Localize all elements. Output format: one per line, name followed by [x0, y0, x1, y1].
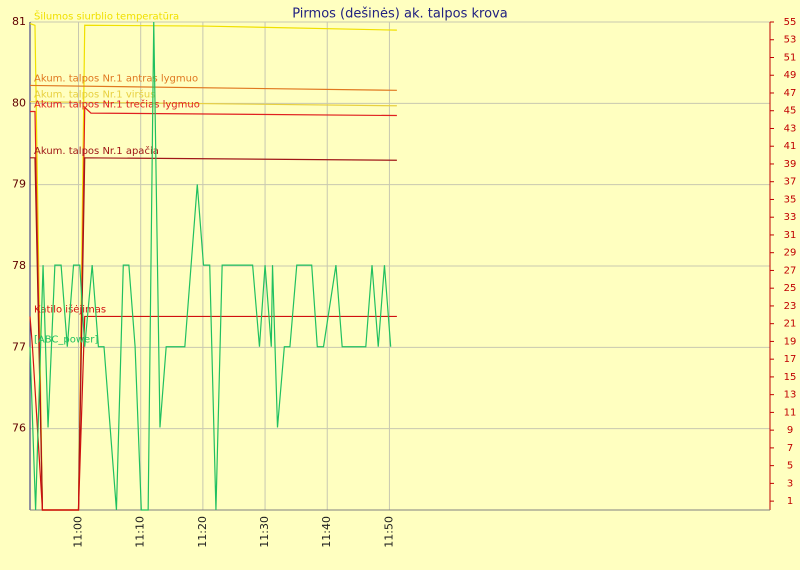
y2-tick-label: 17 — [784, 354, 797, 365]
y2-tick-label: 45 — [784, 106, 797, 117]
y-tick-label: 80 — [12, 96, 26, 109]
y2-tick-label: 31 — [784, 230, 797, 241]
y2-tick-label: 3 — [787, 478, 793, 489]
y2-tick-label: 51 — [784, 52, 797, 63]
series-label: Akum. talpos Nr.1 antras lygmuo — [34, 73, 198, 84]
y2-tick-label: 9 — [787, 425, 793, 436]
y2-tick-label: 29 — [784, 248, 797, 259]
y2-tick-label: 53 — [784, 35, 797, 46]
y2-tick-label: 19 — [784, 336, 797, 347]
series-line — [29, 315, 397, 511]
y-tick-label: 79 — [12, 178, 26, 191]
series-label: Akum. talpos Nr.1 trečias lygmuo — [34, 98, 200, 110]
y2-tick-label: 27 — [784, 265, 797, 276]
x-tick-label: 11:20 — [196, 516, 209, 548]
series-label: Šilumos siurblio temperatūra — [34, 10, 179, 23]
y2-tick-label: 41 — [784, 141, 797, 152]
y2-tick-label: 39 — [784, 159, 797, 170]
y2-tick-label: 43 — [784, 123, 797, 134]
x-tick-label: 11:50 — [382, 516, 395, 548]
y2-tick-label: 13 — [784, 390, 797, 401]
y2-tick-label: 7 — [787, 443, 793, 454]
y2-tick-label: 37 — [784, 177, 797, 188]
y2-tick-label: 49 — [784, 70, 797, 81]
series-line — [29, 84, 397, 91]
y2-tick-label: 11 — [784, 407, 797, 418]
series-label: [ABC_power] — [34, 335, 98, 346]
y-tick-label: 78 — [12, 259, 26, 272]
y2-tick-label: 15 — [784, 372, 797, 383]
y2-tick-label: 55 — [784, 17, 797, 28]
y2-tick-label: 1 — [787, 496, 793, 507]
y2-tick-label: 33 — [784, 212, 797, 223]
x-tick-label: 11:40 — [320, 516, 333, 548]
y-tick-label: 81 — [12, 15, 26, 28]
series-label: Akum. talpos Nr.1 viršus — [34, 89, 155, 101]
series-line — [29, 21, 392, 511]
series-label: Akum. talpos Nr.1 apačia — [34, 145, 159, 157]
y2-tick-label: 21 — [784, 319, 797, 330]
x-tick-label: 11:00 — [72, 516, 85, 548]
x-tick-label: 11:10 — [134, 516, 147, 548]
y2-tick-label: 5 — [787, 461, 793, 472]
y-tick-label: 76 — [12, 422, 26, 435]
y2-tick-label: 25 — [784, 283, 797, 294]
y2-tick-label: 23 — [784, 301, 797, 312]
y-tick-label: 77 — [12, 340, 26, 353]
y2-tick-label: 47 — [784, 88, 797, 99]
series-line — [29, 101, 397, 107]
y2-tick-label: 35 — [784, 194, 797, 205]
x-tick-label: 11:30 — [258, 516, 271, 548]
chart-title: Pirmos (dešinės) ak. talpos krova — [292, 7, 507, 22]
